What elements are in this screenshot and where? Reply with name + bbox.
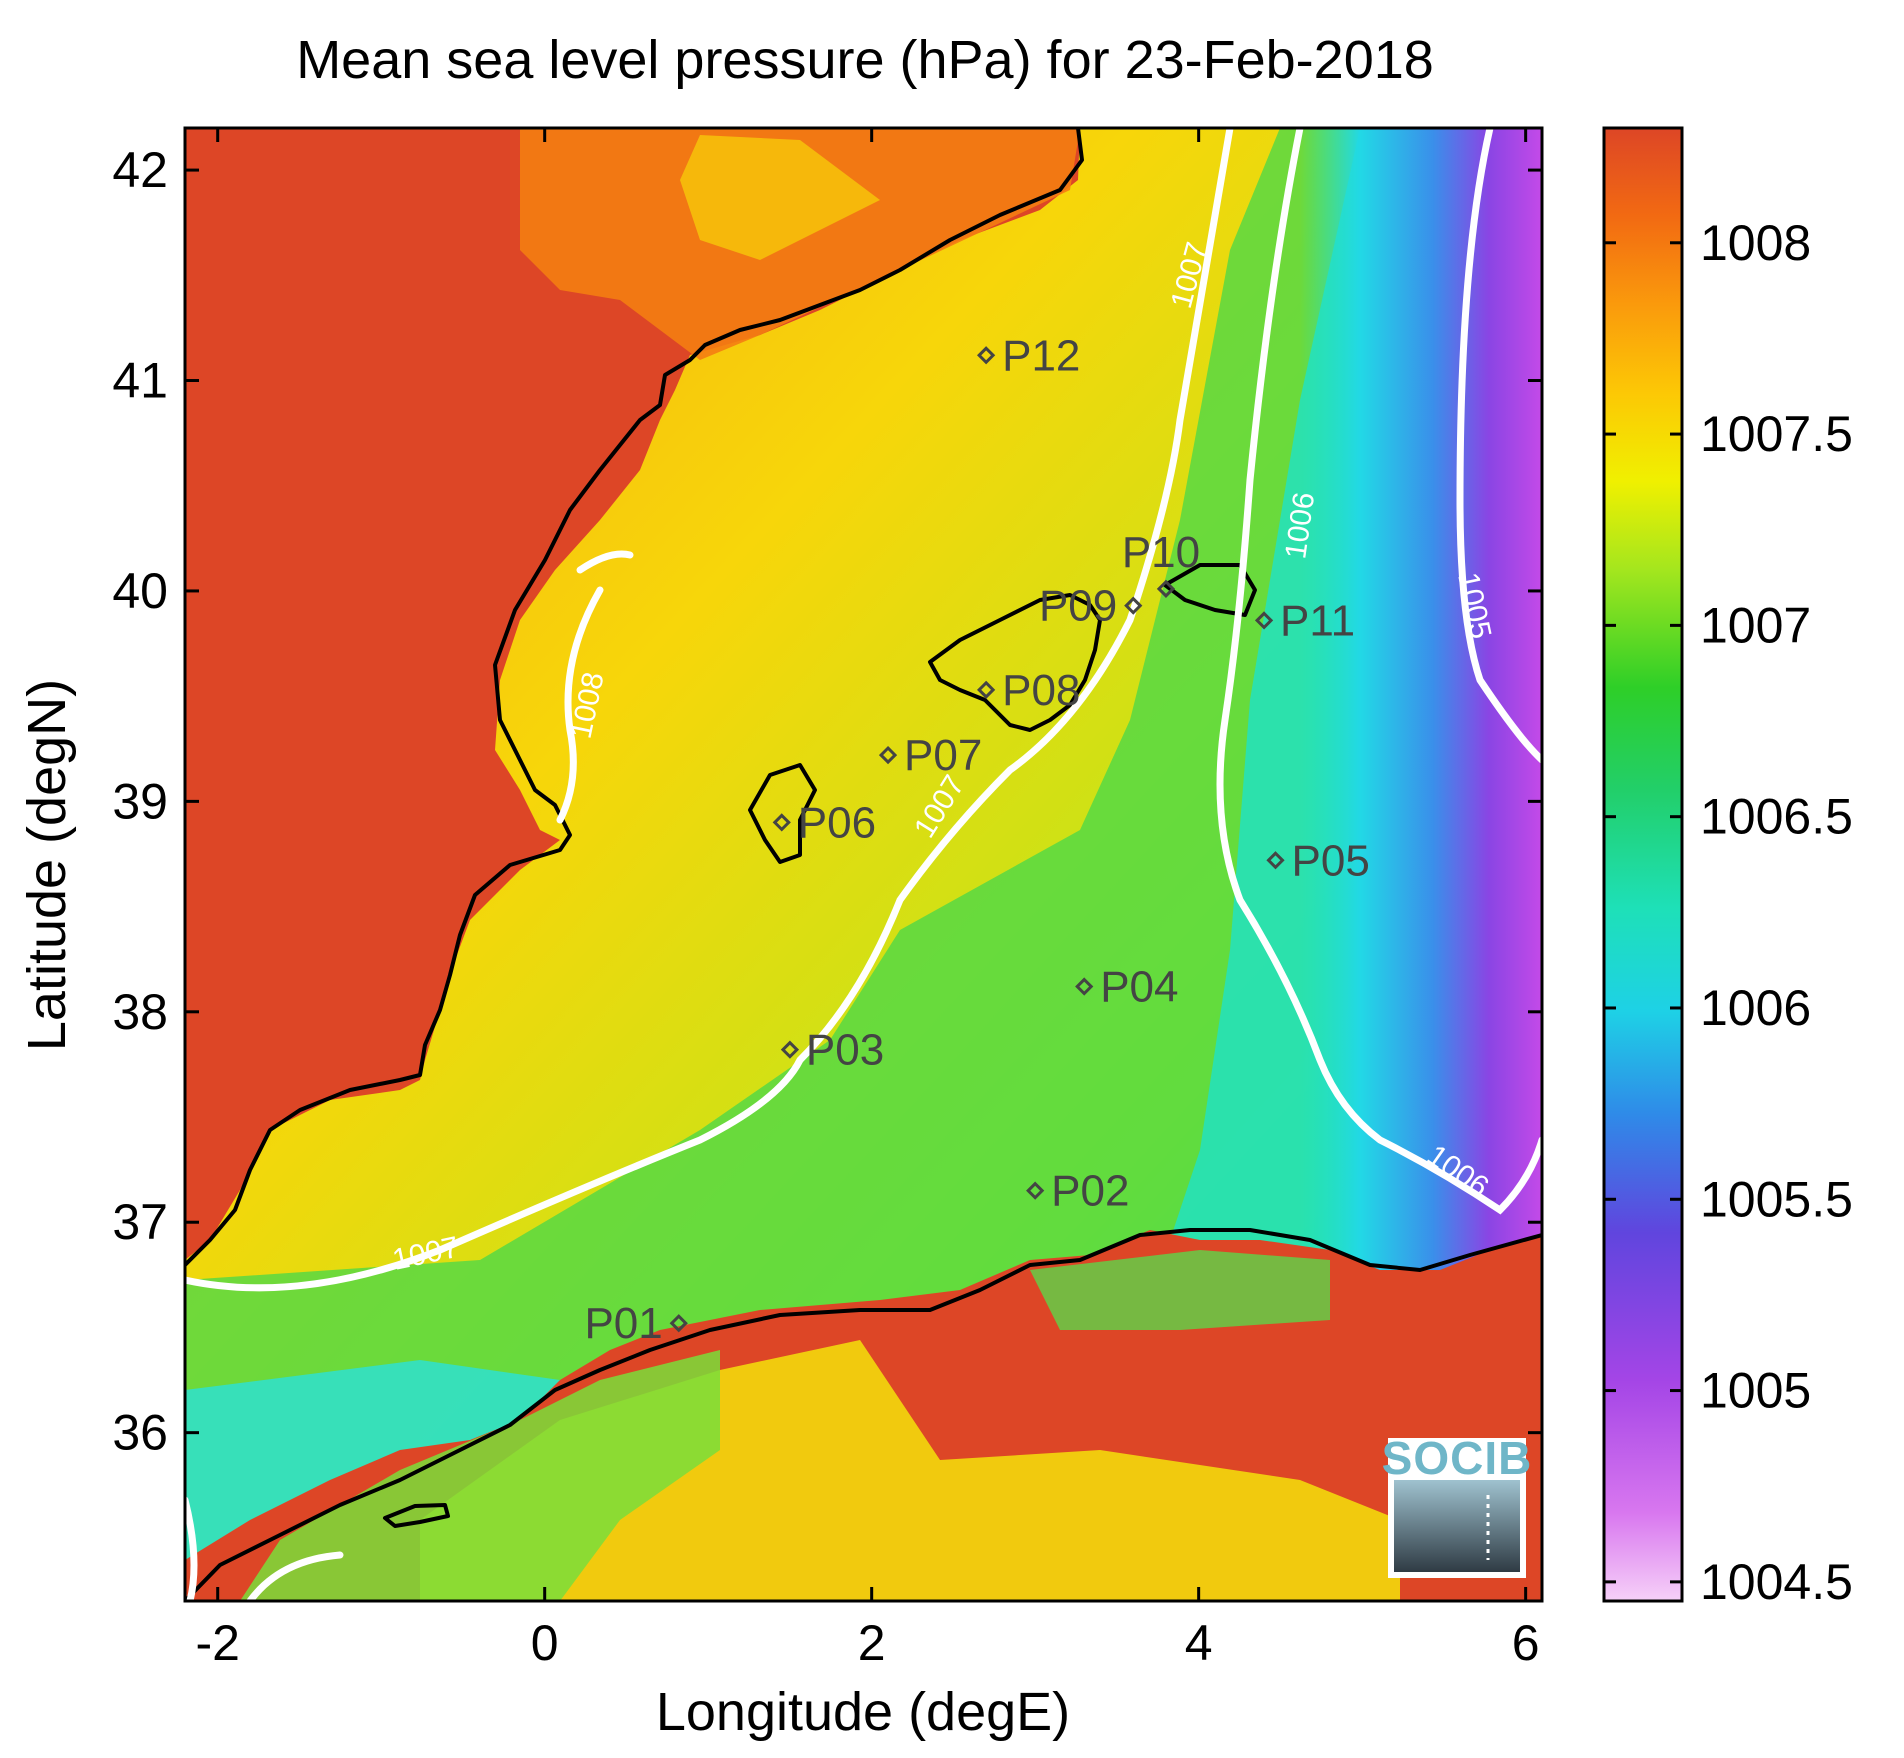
station-label: P03 bbox=[806, 1026, 884, 1075]
isobar-southwest bbox=[185, 1496, 198, 1601]
colorbar-tick-label: 1005.5 bbox=[1700, 1171, 1853, 1227]
isobar-1008-fragment bbox=[576, 550, 634, 574]
logo-text: SOCIB bbox=[1382, 1432, 1533, 1484]
colorbar: 1004.5 1005 1005.5 1006 1006.5 1007 1007.5 1008 bbox=[1602, 126, 1853, 1610]
mallorca-coastline bbox=[928, 593, 1102, 732]
station-marker bbox=[669, 1314, 688, 1333]
y-tick-label: 41 bbox=[112, 353, 168, 409]
africa-coast-green bbox=[1030, 1250, 1330, 1330]
x-tick-label: -2 bbox=[195, 1615, 239, 1671]
menorca-coastline bbox=[1163, 563, 1257, 617]
station-marker bbox=[772, 813, 791, 832]
ibiza-coastline bbox=[748, 763, 817, 864]
iberia-coastline bbox=[185, 128, 1084, 1267]
isobar-1008 bbox=[556, 586, 604, 824]
station-label: P08 bbox=[1002, 666, 1080, 715]
isobar-1006-main bbox=[1216, 128, 1542, 1215]
colorbar-gradient bbox=[1602, 126, 1684, 1603]
colorbar-tick-label: 1007.5 bbox=[1700, 406, 1853, 462]
y-tick-label: 36 bbox=[112, 1405, 168, 1461]
station-label: P10 bbox=[1122, 528, 1200, 577]
x-tick-label: 6 bbox=[1512, 1615, 1540, 1671]
colorbar-tick-label: 1005 bbox=[1700, 1363, 1811, 1419]
colorbar-tick-label: 1006.5 bbox=[1700, 789, 1853, 845]
station-marker bbox=[1075, 977, 1094, 996]
station-label: P11 bbox=[1280, 596, 1355, 645]
station-marker bbox=[1266, 851, 1285, 870]
y-tick-label: 37 bbox=[112, 1194, 168, 1250]
colorbar-ticks: 1004.5 1005 1005.5 1006 1006.5 1007 1007.5 1008 bbox=[1604, 215, 1853, 1610]
x-tick-label: 4 bbox=[1185, 1615, 1213, 1671]
station-label: P09 bbox=[1039, 582, 1117, 631]
x-axis-label: Longitude (degE) bbox=[656, 1682, 1070, 1742]
colorbar-tick-label: 1004.5 bbox=[1700, 1554, 1853, 1610]
isobar-1005 bbox=[1456, 128, 1542, 764]
station-marker bbox=[1026, 1181, 1045, 1200]
station-marker bbox=[1124, 596, 1143, 615]
africa-green-zone bbox=[240, 1350, 720, 1601]
y-tick-label: 38 bbox=[112, 984, 168, 1040]
isobars bbox=[185, 128, 1542, 1601]
spain-lagoon-coastline bbox=[383, 1503, 450, 1528]
coastlines bbox=[185, 128, 1542, 1601]
station-marker bbox=[976, 346, 996, 365]
station-label: P01 bbox=[584, 1299, 662, 1348]
map-frame bbox=[183, 126, 1544, 1603]
station-label: P05 bbox=[1292, 836, 1370, 885]
x-axis: -2 0 2 4 6 bbox=[195, 128, 1540, 1671]
station-label: P12 bbox=[1002, 331, 1080, 380]
station-marker bbox=[1254, 611, 1274, 630]
station-label: P07 bbox=[904, 731, 982, 780]
x-tick-label: 0 bbox=[531, 1615, 559, 1671]
iberia-coastal-orange bbox=[520, 128, 1080, 360]
colorbar-tick-label: 1008 bbox=[1700, 215, 1811, 271]
colorbar-tick-label: 1006 bbox=[1700, 980, 1811, 1036]
isobar-1007-main bbox=[185, 128, 1234, 1292]
y-axis: 36 37 38 39 40 41 42 bbox=[112, 142, 1542, 1461]
station-marker bbox=[976, 680, 996, 699]
africa-coastline bbox=[185, 1228, 1542, 1601]
y-tick-label: 40 bbox=[112, 563, 168, 619]
iberia-coastal-yellow bbox=[680, 135, 880, 260]
y-tick-label: 42 bbox=[112, 142, 168, 198]
y-tick-label: 39 bbox=[112, 773, 168, 829]
isobar-southwest-2 bbox=[246, 1551, 344, 1601]
logo-water bbox=[1394, 1480, 1520, 1572]
figure-title: Mean sea level pressure (hPa) for 23-Feb… bbox=[296, 30, 1434, 90]
station-marker bbox=[780, 1040, 800, 1059]
iberia-land bbox=[185, 128, 1080, 1260]
pressure-field: 1008 1007 1007 1007 1006 1006 1005 P01P0… bbox=[185, 128, 1542, 1601]
y-axis-label: Latitude (degN) bbox=[17, 679, 77, 1051]
socib-logo: SOCIB bbox=[1382, 1432, 1533, 1578]
station-label: P02 bbox=[1051, 1167, 1129, 1216]
x-tick-label: 2 bbox=[858, 1615, 886, 1671]
station-marker bbox=[1156, 579, 1176, 598]
colorbar-tick-label: 1007 bbox=[1700, 597, 1811, 653]
station-marker bbox=[878, 745, 898, 765]
station-label: P06 bbox=[798, 798, 876, 847]
station-label: P04 bbox=[1100, 963, 1178, 1012]
